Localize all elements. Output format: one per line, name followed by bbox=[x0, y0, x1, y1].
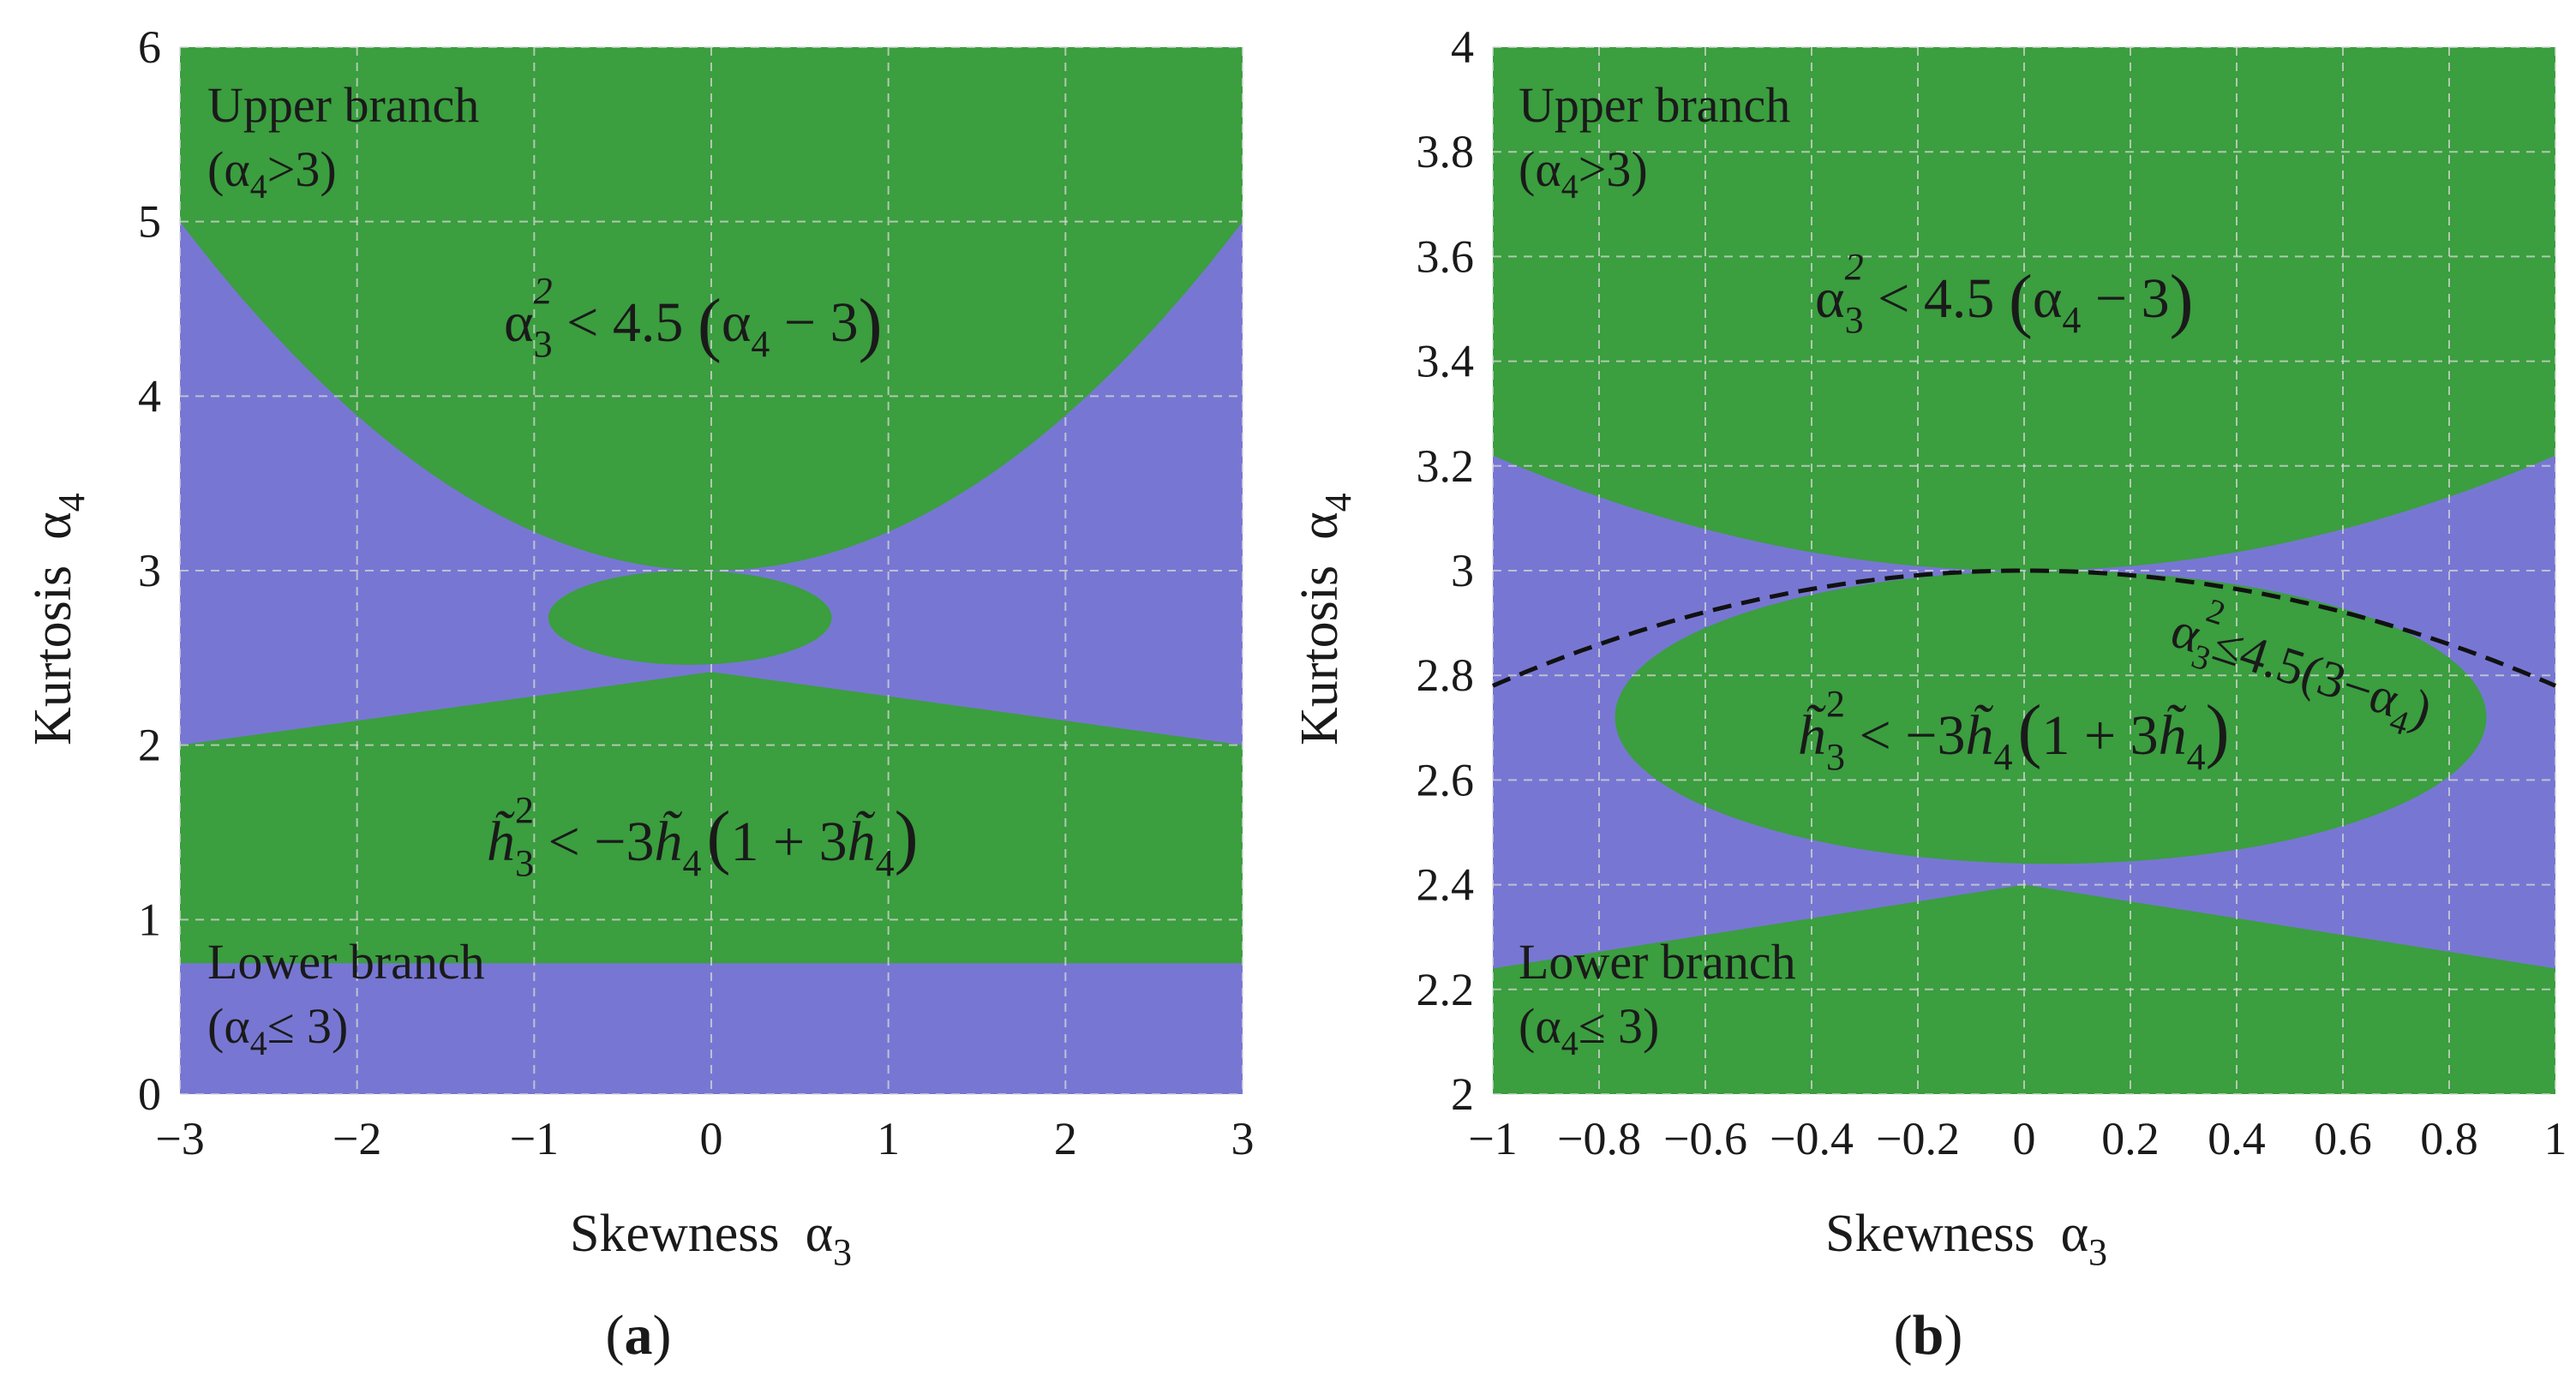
y-tick-labels: 2 2.2 2.4 2.6 2.8 3 3.2 3.4 3.6 3.8 4 bbox=[1417, 21, 1475, 1120]
x-tick-label: 1 bbox=[877, 1113, 900, 1164]
gridlines bbox=[179, 46, 1243, 1095]
lower-branch-condition: (α4≤ 3) bbox=[207, 998, 348, 1062]
upper-branch-label: Upper branch bbox=[1519, 77, 1790, 133]
x-tick-label: 0.2 bbox=[2101, 1113, 2160, 1164]
panel-caption-b: (b) bbox=[1894, 1304, 1963, 1367]
x-tick-label: −2 bbox=[332, 1113, 381, 1164]
y-tick-label: 4 bbox=[138, 370, 161, 422]
y-tick-label: 1 bbox=[138, 894, 161, 945]
x-tick-label: −0.2 bbox=[1876, 1113, 1960, 1164]
lower-branch-label: Lower branch bbox=[207, 934, 485, 990]
x-tick-label: −1 bbox=[510, 1113, 559, 1164]
upper-branch-region bbox=[1493, 47, 2555, 571]
x-tick-label: −3 bbox=[155, 1113, 204, 1164]
y-tick-label: 3.4 bbox=[1417, 336, 1475, 387]
y-tick-label: 3.8 bbox=[1417, 126, 1475, 177]
y-tick-label: 4 bbox=[1451, 21, 1474, 73]
y-axis-label: Kurtosisα4 bbox=[1291, 493, 1359, 745]
y-tick-label: 3 bbox=[138, 545, 161, 596]
y-tick-label: 5 bbox=[138, 196, 161, 248]
x-tick-label: −0.6 bbox=[1663, 1113, 1747, 1164]
y-tick-label: 3 bbox=[1451, 545, 1474, 596]
upper-branch-condition: (α4>3) bbox=[1519, 141, 1648, 206]
x-tick-label: 0 bbox=[700, 1113, 723, 1164]
x-tick-label: −1 bbox=[1468, 1113, 1517, 1164]
lower-branch-label: Lower branch bbox=[1519, 934, 1796, 990]
x-tick-label: 2 bbox=[1054, 1113, 1077, 1164]
chart-panel-a: −3 −2 −1 0 1 2 3 0 1 2 3 4 5 6 Upper branch (α4>3) L… bbox=[24, 21, 1255, 1367]
y-tick-label: 2.4 bbox=[1417, 859, 1475, 911]
y-tick-labels: 0 1 2 3 4 5 6 bbox=[138, 21, 161, 1120]
x-tick-label: 1 bbox=[2544, 1113, 2567, 1164]
x-tick-label: 0.8 bbox=[2420, 1113, 2478, 1164]
lower-inequality: h̃32 < −3h̃4(1 + 3h̃4) bbox=[487, 789, 919, 884]
y-axis-label: Kurtosisα4 bbox=[24, 493, 93, 745]
y-tick-label: 0 bbox=[138, 1068, 161, 1120]
x-tick-label: −0.8 bbox=[1557, 1113, 1641, 1164]
y-tick-label: 2.8 bbox=[1417, 649, 1475, 701]
y-tick-label: 2.6 bbox=[1417, 754, 1475, 805]
y-tick-label: 6 bbox=[138, 21, 161, 73]
y-tick-label: 3.2 bbox=[1417, 440, 1475, 492]
upper-branch-condition: (α4>3) bbox=[207, 141, 337, 206]
chart-panel-b: −1 −0.8 −0.6 −0.4 −0.2 0 0.2 0.4 0.6 0.8 1 2 2.2 2.4… bbox=[1291, 21, 2567, 1367]
x-tick-label: −0.4 bbox=[1770, 1113, 1854, 1164]
lower-branch-condition: (α4≤ 3) bbox=[1519, 998, 1659, 1062]
upper-branch-region bbox=[180, 47, 1243, 571]
x-tick-label: 0.4 bbox=[2208, 1113, 2266, 1164]
gridlines bbox=[1492, 46, 2556, 1095]
dashed-boundary-curve bbox=[1492, 568, 2556, 688]
lens-region bbox=[1614, 571, 2487, 865]
x-tick-label: 3 bbox=[1231, 1113, 1255, 1164]
x-axis-label: Skewness α3 bbox=[1825, 1205, 2107, 1273]
y-tick-label: 2 bbox=[138, 720, 161, 771]
x-tick-label: 0.6 bbox=[2314, 1113, 2372, 1164]
y-tick-label: 2.2 bbox=[1417, 964, 1475, 1015]
y-tick-label: 3.6 bbox=[1417, 230, 1475, 282]
x-tick-label: 0 bbox=[2013, 1113, 2036, 1164]
upper-branch-label: Upper branch bbox=[207, 77, 479, 133]
x-tick-labels: −3 −2 −1 0 1 2 3 bbox=[155, 1113, 1254, 1164]
y-tick-label: 2 bbox=[1451, 1068, 1474, 1120]
lens-region bbox=[548, 571, 832, 665]
x-tick-labels: −1 −0.8 −0.6 −0.4 −0.2 0 0.2 0.4 0.6 0.8 1 bbox=[1468, 1113, 2567, 1164]
upper-inequality: α32 < 4.5 (α4 − 3) bbox=[504, 270, 883, 365]
panel-caption-a: (a) bbox=[606, 1304, 672, 1367]
lower-inequality: h̃32 < −3h̃4(1 + 3h̃4) bbox=[1798, 683, 2230, 778]
x-axis-label: Skewness α3 bbox=[570, 1205, 852, 1273]
